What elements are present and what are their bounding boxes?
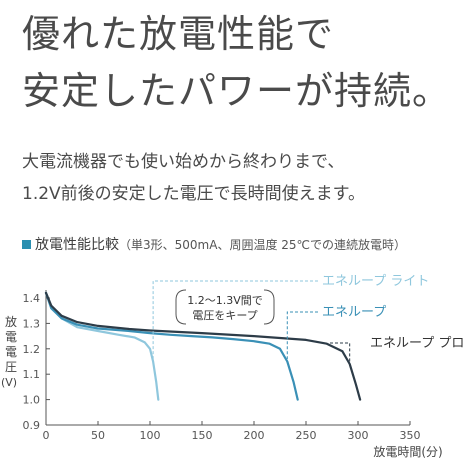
legend-label-3: エネループ プロ bbox=[370, 336, 464, 351]
body-copy: 大電流機器でも使い始めから終わりまで、 1.2V前後の安定した電圧で長時間使えま… bbox=[22, 146, 365, 210]
x-tick-label: 350 bbox=[400, 429, 421, 442]
annotation-left-bracket bbox=[175, 289, 187, 325]
x-tick-label: 0 bbox=[43, 429, 50, 442]
chart-series bbox=[44, 291, 362, 401]
y-tick-label: 1.1 bbox=[23, 368, 41, 381]
x-tick-label: 100 bbox=[140, 429, 161, 442]
chart-title-main: 放電性能比較 bbox=[35, 237, 119, 253]
y-tick-label: 1.4 bbox=[23, 292, 41, 305]
annotation-line-2: 電圧をキープ bbox=[192, 309, 257, 322]
series-line-3 bbox=[44, 291, 362, 401]
chart-axes bbox=[45, 290, 410, 426]
chart-title-condition: （単3形、500mA、周囲温度 25℃での連続放電時） bbox=[119, 238, 406, 252]
series-line-1 bbox=[44, 291, 160, 401]
x-tick-label: 200 bbox=[244, 429, 265, 442]
x-tick-label: 300 bbox=[348, 429, 369, 442]
x-axis-label: 放電時間(分) bbox=[373, 444, 442, 459]
annotation-right-bracket bbox=[263, 289, 275, 325]
x-tick-label: 50 bbox=[91, 429, 105, 442]
legend-label-2: エネループ bbox=[322, 305, 386, 320]
y-tick-label: 1.3 bbox=[23, 317, 41, 330]
legend-label-1: エネループ ライト bbox=[322, 274, 429, 289]
annotation-line-1: 1.2～1.3V間で bbox=[187, 294, 263, 307]
headline: 優れた放電性能で 安定したパワーが持続。 bbox=[22, 6, 451, 120]
body-copy-line-1: 大電流機器でも使い始めから終わりまで、 bbox=[22, 152, 345, 172]
headline-line-1: 優れた放電性能で bbox=[22, 12, 335, 56]
legend-leader-2 bbox=[286, 311, 318, 359]
y-tick-label: 1.0 bbox=[23, 394, 41, 407]
y-tick-label: 1.2 bbox=[23, 343, 41, 356]
body-copy-line-2: 1.2V前後の安定した電圧で長時間使えます。 bbox=[22, 184, 365, 204]
y-tick-label: 0.9 bbox=[23, 419, 41, 432]
y-axis-label: 放電電圧 (V) bbox=[0, 315, 18, 389]
chart-title: 放電性能比較（単3形、500mA、周囲温度 25℃での連続放電時） bbox=[22, 234, 406, 254]
chart-ticks: 0 50 100 150 200 250 300 350 0.9 1.0 1.1 1.2 1.3 1.4 放… bbox=[23, 292, 443, 459]
title-square-icon bbox=[22, 240, 31, 249]
x-tick-label: 150 bbox=[192, 429, 213, 442]
series-line-2 bbox=[44, 291, 299, 401]
headline-line-2: 安定したパワーが持続。 bbox=[22, 69, 452, 113]
legend-leader-3 bbox=[330, 342, 351, 362]
x-tick-label: 250 bbox=[296, 429, 317, 442]
